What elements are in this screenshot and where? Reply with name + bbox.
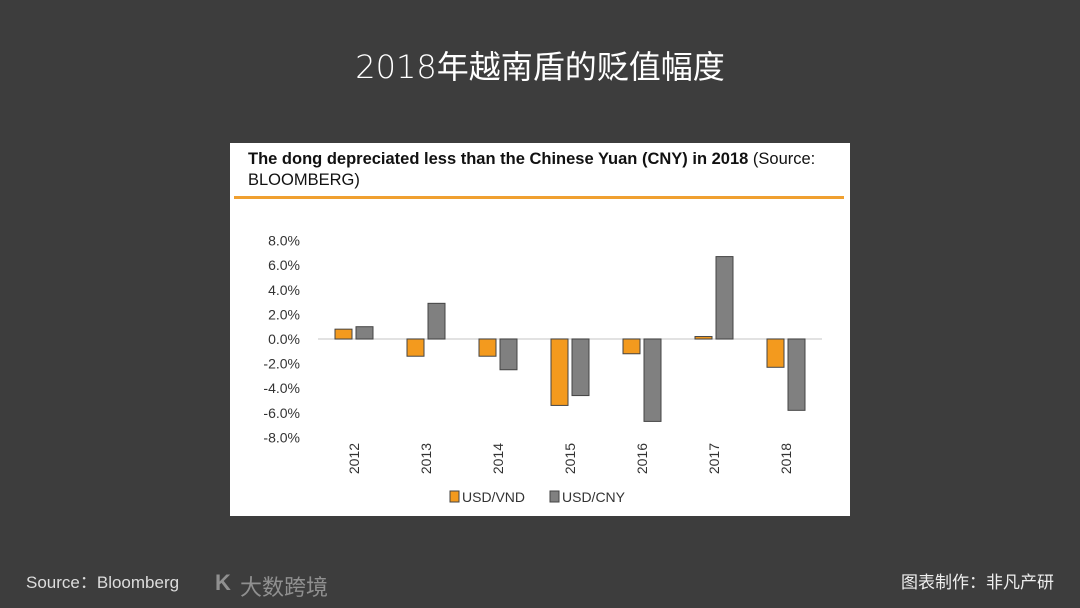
bar-usd-cny-2013: [427, 302, 446, 340]
x-tick-label: 2016: [634, 443, 650, 474]
bar-chart: 8.0% 6.0% 4.0% 2.0% 0.0% -2.0% -4.0% -6.0% -8.0%…: [263, 233, 822, 505]
y-tick-label: 8.0%: [268, 233, 300, 249]
y-tick-label: 6.0%: [268, 257, 300, 273]
source-note: Source：Bloomberg: [26, 573, 180, 592]
bar-usd-vnd-2018: [766, 338, 785, 368]
legend-label: USD/CNY: [562, 489, 626, 505]
bar-usd-vnd-2014: [478, 338, 497, 357]
watermark-logo-icon: K: [215, 570, 231, 595]
bar-usd-cny-2015: [571, 338, 590, 397]
y-tick-label: -4.0%: [263, 380, 300, 396]
legend-swatch: [449, 490, 460, 503]
bar-usd-vnd-2015: [550, 338, 569, 406]
bar-usd-vnd-2016: [622, 338, 641, 355]
title-rule: [234, 196, 844, 199]
x-tick-label: 2013: [418, 443, 434, 474]
bar-usd-cny-2012: [355, 326, 374, 340]
bar-usd-vnd-2013: [406, 338, 425, 357]
x-tick-label: 2012: [346, 443, 362, 474]
y-tick-label: 0.0%: [268, 331, 300, 347]
slide-title: 2018年越南盾的贬值幅度: [355, 48, 725, 86]
bar-usd-vnd-2017: [694, 336, 713, 340]
chart-title-source: (Source: BLOOMBERG): [248, 150, 816, 189]
y-tick-label: -2.0%: [263, 356, 300, 372]
y-tick-label: 2.0%: [268, 306, 300, 322]
y-tick-label: -6.0%: [263, 405, 300, 421]
credit-note: 图表制作：非凡产研: [901, 573, 1054, 593]
x-tick-label: 2014: [490, 443, 506, 474]
x-tick-label: 2017: [706, 443, 722, 474]
watermark: 大数跨境: [240, 576, 329, 601]
bar-usd-cny-2016: [643, 338, 662, 422]
chart-title: The dong depreciated less than the Chine…: [248, 149, 838, 191]
bar-usd-cny-2014: [499, 338, 518, 371]
chart-title-bold: The dong depreciated less than the Chine…: [248, 150, 749, 168]
chart-card: The dong depreciated less than the Chine…: [230, 143, 850, 516]
x-tick-label: 2018: [778, 443, 794, 474]
bar-usd-vnd-2012: [334, 328, 353, 340]
legend-label: USD/VND: [462, 489, 525, 505]
bar-usd-cny-2017: [715, 256, 734, 340]
y-tick-label: -8.0%: [263, 429, 300, 445]
x-tick-label: 2015: [562, 443, 578, 474]
y-tick-label: 4.0%: [268, 282, 300, 298]
legend-swatch: [549, 490, 560, 503]
bar-usd-cny-2018: [787, 338, 806, 411]
